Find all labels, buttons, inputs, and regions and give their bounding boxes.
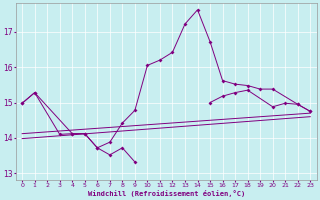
- X-axis label: Windchill (Refroidissement éolien,°C): Windchill (Refroidissement éolien,°C): [88, 190, 245, 197]
